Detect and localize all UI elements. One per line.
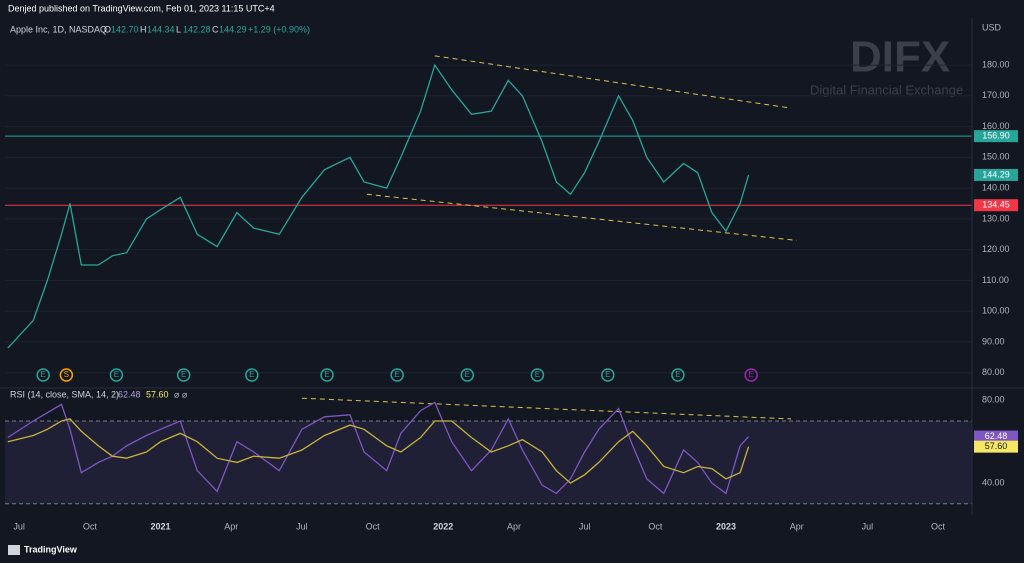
value-badge: [974, 440, 1018, 453]
y-tick-label: 160.00: [982, 121, 1010, 131]
x-tick-label: Oct: [366, 521, 381, 531]
value-badge-label: 57.60: [985, 441, 1008, 451]
ohlc-key: C: [212, 24, 219, 34]
value-badge-label: 144.29: [982, 169, 1010, 179]
x-tick-label: Jul: [296, 521, 308, 531]
event-marker[interactable]: [109, 368, 124, 382]
trend-line: [366, 193, 797, 241]
value-badge-label: 62.48: [985, 431, 1008, 441]
series-line: [7, 418, 750, 484]
ohlc-value: 144.34: [147, 24, 175, 34]
x-tick-label: Jul: [862, 521, 874, 531]
x-tick-label: Apr: [224, 521, 238, 531]
event-label: S: [64, 370, 69, 379]
event-marker[interactable]: [36, 368, 50, 382]
y-tick-label: 150.00: [982, 152, 1010, 162]
event-marker[interactable]: [320, 368, 334, 382]
event-label: E: [465, 370, 470, 379]
value-badge: [974, 430, 1018, 443]
event-label: E: [114, 370, 119, 379]
y-tick-label: 80.00: [982, 395, 1005, 405]
ohlc-key: O: [104, 24, 111, 34]
event-label: E: [40, 370, 45, 379]
x-tick-label: 2023: [716, 521, 736, 531]
rsi-band: [5, 420, 972, 504]
x-tick-label: Jul: [579, 521, 591, 531]
event-label: E: [535, 370, 540, 379]
value-badge: [974, 168, 1018, 181]
ohlc-key: L: [176, 24, 181, 34]
event-label: E: [749, 370, 754, 379]
publish-info: Denjed published on TradingView.com, Feb…: [8, 3, 275, 13]
y-tick-label: 80.00: [982, 367, 1005, 377]
ohlc-value: 142.28: [183, 24, 211, 34]
y-tick-label: 90.00: [982, 336, 1005, 346]
price-badge: [974, 199, 1018, 212]
series-line: [7, 401, 750, 495]
event-label: E: [395, 370, 400, 379]
event-marker[interactable]: [601, 368, 615, 382]
event-label: E: [675, 370, 680, 379]
y-tick-label: 110.00: [982, 275, 1009, 285]
watermark-brand: DIFX: [850, 33, 950, 82]
price-badge-label: 134.45: [982, 200, 1010, 210]
event-marker[interactable]: [744, 368, 758, 382]
trend-line: [301, 397, 792, 420]
x-tick-label: Jul: [13, 521, 25, 531]
tv-logo: [8, 545, 20, 555]
rsi-suffix: ⌀ ⌀: [174, 389, 188, 399]
x-tick-label: 2021: [150, 521, 170, 531]
y-tick-label: 100.00: [982, 306, 1010, 316]
event-label: E: [249, 370, 254, 379]
x-tick-label: Oct: [83, 521, 98, 531]
rsi-title: RSI (14, close, SMA, 14, 2): [10, 389, 119, 399]
event-marker[interactable]: [59, 368, 74, 382]
y-tick-label: 170.00: [982, 90, 1010, 100]
trend-line: [434, 55, 792, 109]
x-tick-label: Apr: [507, 521, 521, 531]
price-badge-label: 156.90: [982, 131, 1010, 141]
ohlc-value: 144.29: [219, 24, 247, 34]
currency-label: USD: [982, 22, 1002, 32]
event-marker[interactable]: [390, 368, 404, 382]
price-badge: [974, 130, 1018, 143]
x-tick-label: Oct: [648, 521, 663, 531]
x-tick-label: 2022: [433, 521, 453, 531]
event-marker[interactable]: [460, 368, 475, 382]
event-label: E: [181, 370, 186, 379]
ohlc-change: +1.29 (+0.90%): [248, 24, 310, 34]
y-tick-label: 180.00: [982, 59, 1010, 69]
event-marker[interactable]: [245, 368, 259, 382]
series-line: [7, 63, 750, 349]
y-tick-label: 40.00: [982, 477, 1005, 487]
event-marker[interactable]: [671, 368, 685, 382]
x-tick-label: Oct: [931, 521, 946, 531]
y-tick-label: 130.00: [982, 213, 1010, 223]
ohlc-value: 142.70: [111, 24, 139, 34]
event-marker[interactable]: [530, 368, 545, 382]
ohlc-legend: O 142.70 H 144.34 L 142.28 C 144.29 +1.29 (+0.90…: [104, 24, 310, 34]
ohlc-key: H: [140, 24, 147, 34]
y-tick-label: 120.00: [982, 244, 1010, 254]
rsi-value: 62.48: [118, 389, 141, 399]
y-tick-label: 140.00: [982, 182, 1010, 192]
x-tick-label: Apr: [790, 521, 804, 531]
event-label: E: [324, 370, 329, 379]
watermark-tagline: Digital Financial Exchange: [810, 82, 963, 97]
event-marker[interactable]: [176, 368, 191, 382]
event-label: E: [605, 370, 610, 379]
rsi-sma-value: 57.60: [146, 389, 169, 399]
footer-brand: TradingView: [24, 544, 78, 554]
symbol-title: Apple Inc, 1D, NASDAQ: [10, 24, 107, 34]
